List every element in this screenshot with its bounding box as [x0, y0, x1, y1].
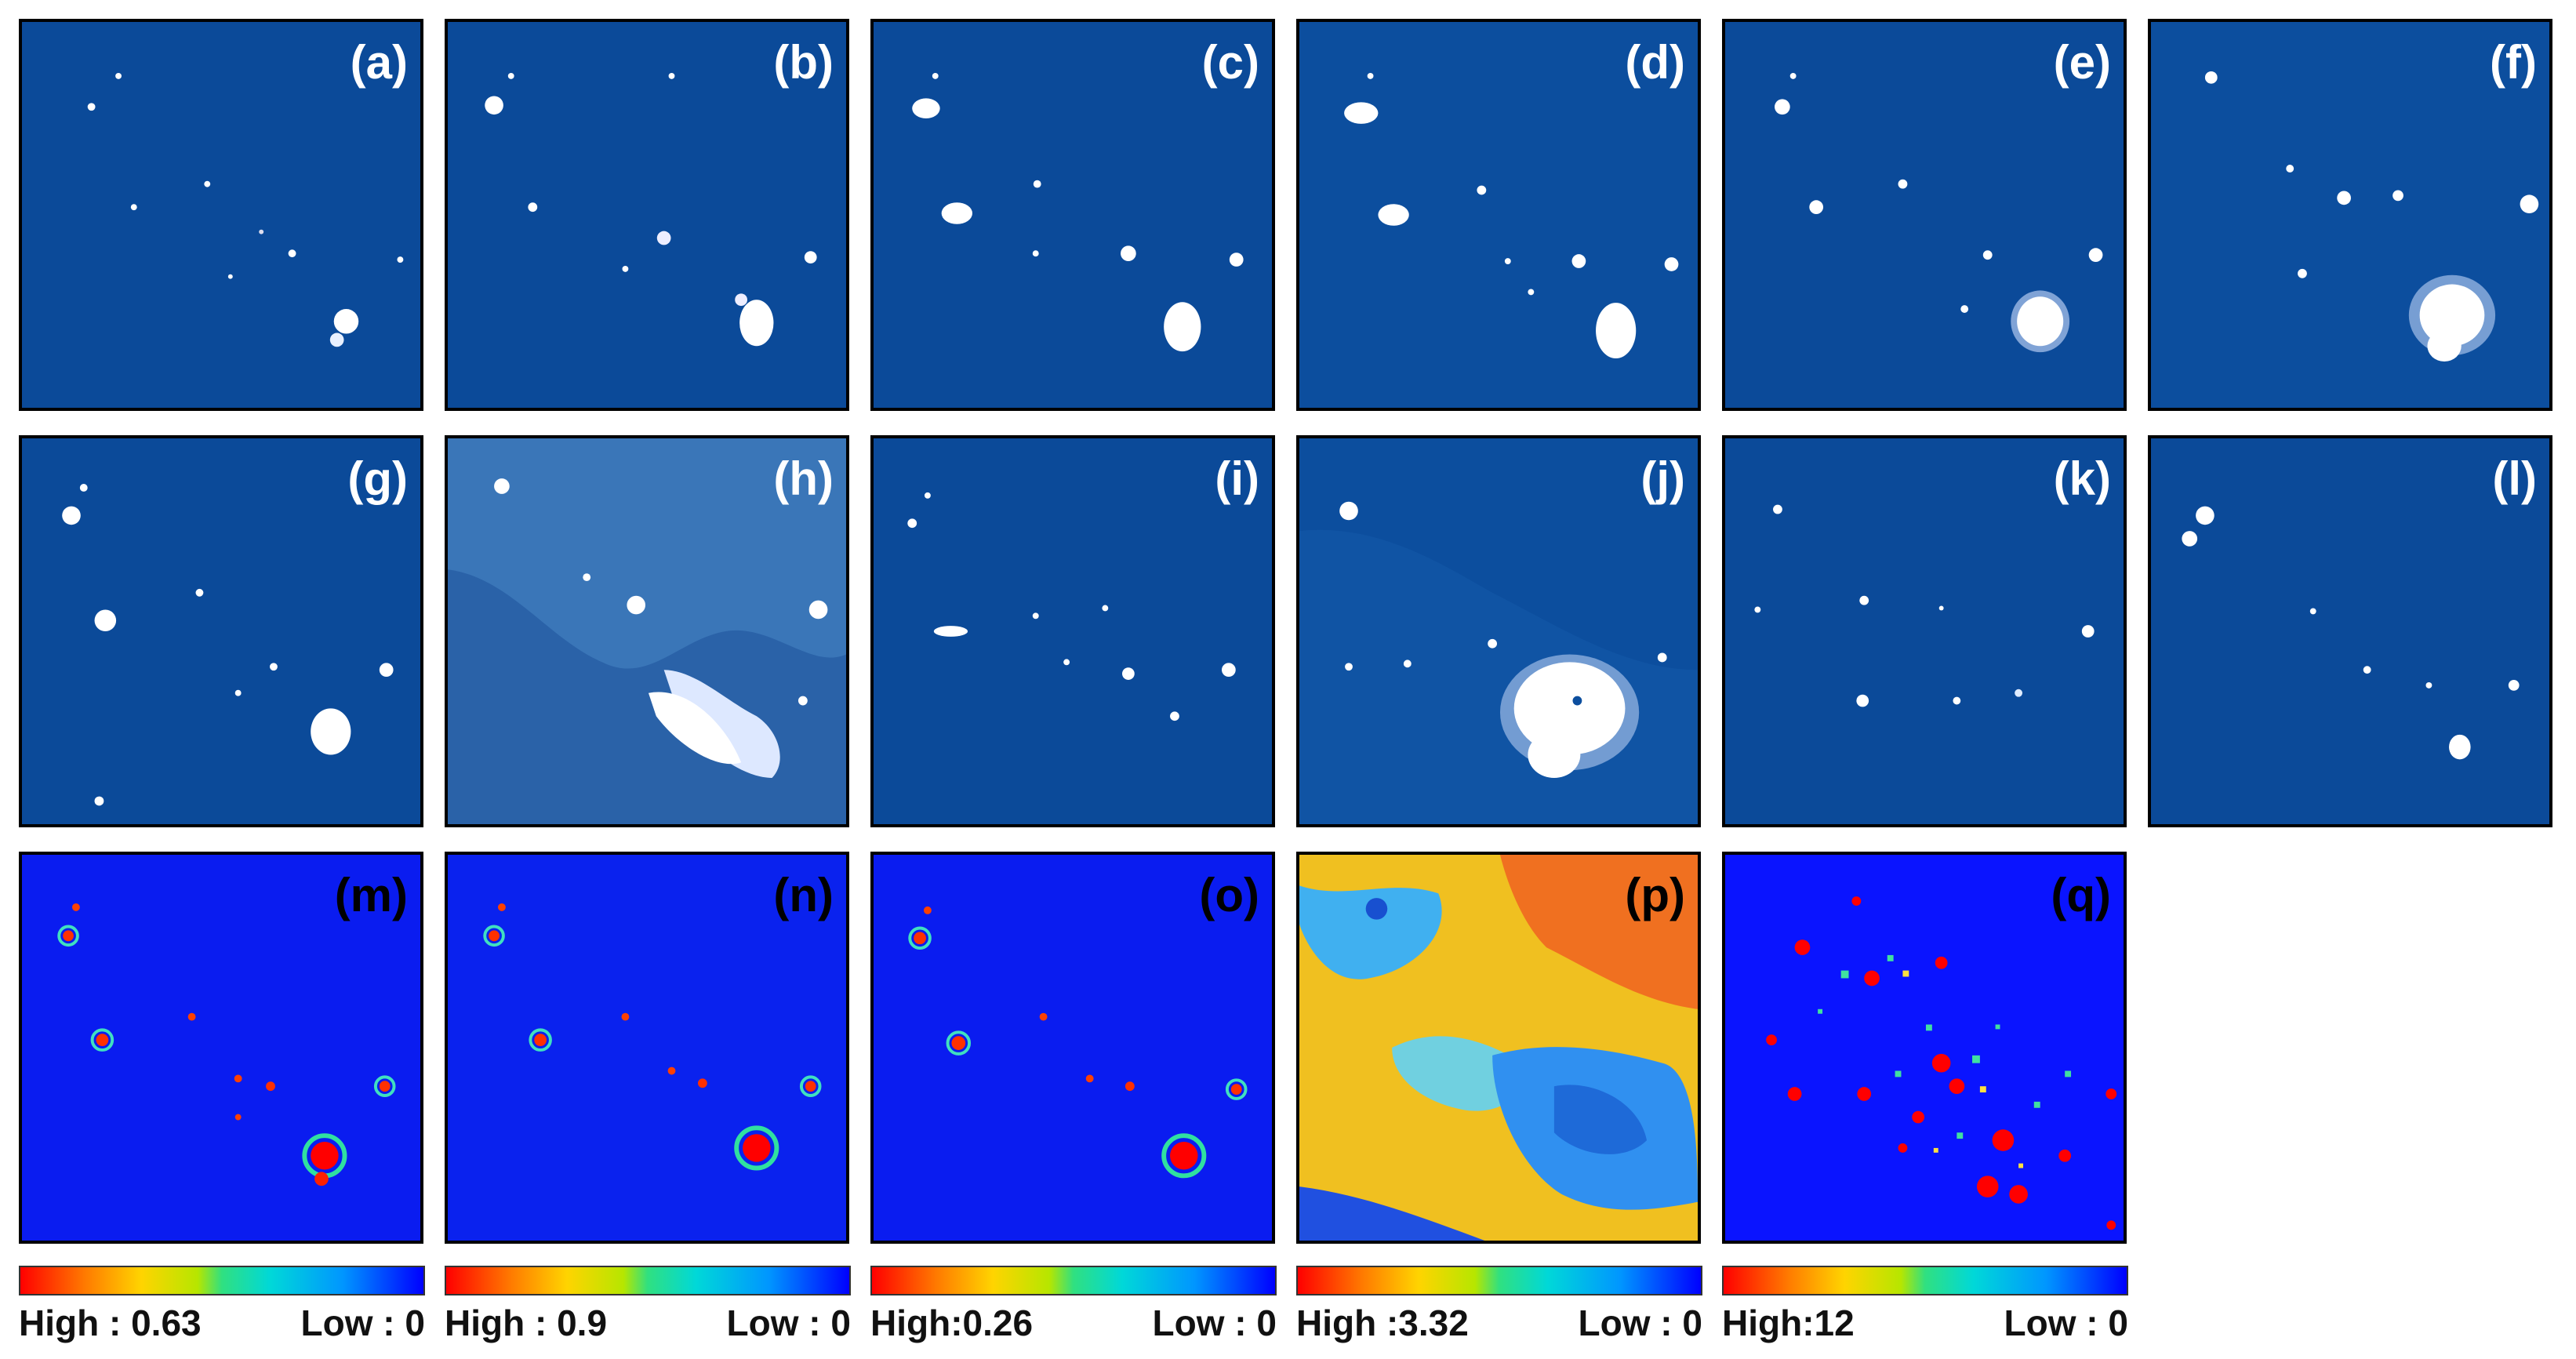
nightlight-image — [448, 438, 846, 824]
colorbar-labels: High : 0.63 Low : 0 — [19, 1302, 425, 1349]
heatmap-image — [874, 855, 1272, 1241]
panel-e: (e) — [1722, 19, 2127, 411]
panel-label: (a) — [350, 36, 408, 89]
colorbar-gradient — [1722, 1266, 2128, 1295]
nightlight-image — [874, 438, 1272, 824]
colorbar-low-label: Low : 0 — [726, 1303, 851, 1343]
panel-label: (j) — [1640, 452, 1685, 505]
nightlight-image — [2151, 22, 2549, 408]
panel-b: (b) — [445, 19, 849, 411]
panel-k: (k) — [1722, 435, 2127, 827]
colorbar-low-label: Low : 0 — [300, 1303, 425, 1343]
colorbar-q: High:12 Low : 0 — [1722, 1266, 2128, 1349]
panel-g: (g) — [19, 435, 423, 827]
panel-d: (d) — [1296, 19, 1701, 411]
heatmap-image — [448, 855, 846, 1241]
panel-l: (l) — [2148, 435, 2552, 827]
panel-i: (i) — [870, 435, 1275, 827]
panel-label: (i) — [1215, 452, 1259, 505]
panel-label: (p) — [1625, 869, 1685, 921]
colorbar-high-label: High:0.26 — [870, 1303, 1034, 1343]
panel-label: (g) — [347, 452, 408, 505]
panel-label: (o) — [1199, 869, 1259, 921]
panel-p: (p) — [1296, 852, 1701, 1244]
panel-label: (e) — [2053, 36, 2111, 89]
colorbar-low-label: Low : 0 — [1152, 1303, 1277, 1343]
panel-label: (k) — [2053, 452, 2111, 505]
colorbar-high-label: High : 0.63 — [19, 1303, 202, 1343]
heatmap-image — [1725, 855, 2124, 1241]
colorbar-high-label: High :3.32 — [1296, 1303, 1469, 1343]
panel-f: (f) — [2148, 19, 2552, 411]
panel-a: (a) — [19, 19, 423, 411]
colorbar-n: High : 0.9 Low : 0 — [445, 1266, 851, 1349]
panel-n: (n) — [445, 852, 849, 1244]
panel-label: (n) — [773, 869, 834, 921]
colorbar-low-label: Low : 0 — [1578, 1303, 1702, 1343]
colorbar-gradient — [445, 1266, 851, 1295]
panel-label: (h) — [773, 452, 834, 505]
panel-c: (c) — [870, 19, 1275, 411]
colorbar-gradient — [1296, 1266, 1702, 1295]
colorbar-m: High : 0.63 Low : 0 — [19, 1266, 425, 1349]
panel-label: (c) — [1201, 36, 1259, 89]
nightlight-image — [1725, 22, 2124, 408]
panel-o: (o) — [870, 852, 1275, 1244]
nightlight-image — [1725, 438, 2124, 824]
colorbar-gradient — [19, 1266, 425, 1295]
panel-q: (q) — [1722, 852, 2127, 1244]
panel-m: (m) — [19, 852, 423, 1244]
panel-label: (q) — [2051, 869, 2111, 921]
nightlight-image — [2151, 438, 2549, 824]
panel-label: (f) — [2490, 36, 2537, 89]
panel-label: (m) — [334, 869, 408, 921]
colorbar-labels: High:0.26 Low : 0 — [870, 1302, 1277, 1349]
panel-label: (l) — [2492, 452, 2537, 505]
colorbar-low-label: Low : 0 — [2004, 1303, 2128, 1343]
nightlight-image — [1299, 22, 1698, 408]
colorbar-high-label: High : 0.9 — [445, 1303, 608, 1343]
heatmap-image — [22, 855, 420, 1241]
nightlight-image — [874, 22, 1272, 408]
colorbar-labels: High:12 Low : 0 — [1722, 1302, 2128, 1349]
nightlight-image — [22, 22, 420, 408]
heatmap-image — [1299, 855, 1698, 1241]
colorbar-labels: High : 0.9 Low : 0 — [445, 1302, 851, 1349]
colorbar-gradient — [870, 1266, 1277, 1295]
panel-j: (j) — [1296, 435, 1701, 827]
nightlight-image — [1299, 438, 1698, 824]
panel-label: (b) — [773, 36, 834, 89]
panel-h: (h) — [445, 435, 849, 827]
nightlight-image — [22, 438, 420, 824]
panel-label: (d) — [1625, 36, 1685, 89]
colorbar-o: High:0.26 Low : 0 — [870, 1266, 1277, 1349]
colorbar-high-label: High:12 — [1722, 1303, 1855, 1343]
colorbar-p: High :3.32 Low : 0 — [1296, 1266, 1702, 1349]
nightlight-image — [448, 22, 846, 408]
colorbar-labels: High :3.32 Low : 0 — [1296, 1302, 1702, 1349]
